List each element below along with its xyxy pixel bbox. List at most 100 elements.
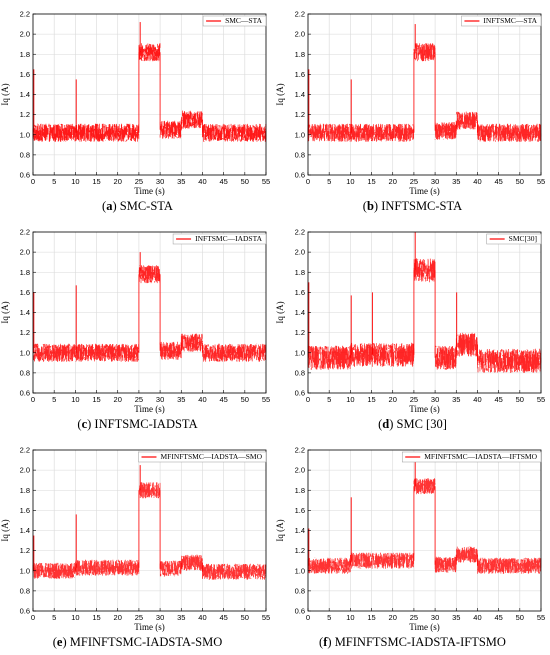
series-line bbox=[307, 478, 542, 574]
x-tick-label: 35 bbox=[452, 613, 460, 622]
y-tick-label: 0.8 bbox=[295, 586, 305, 595]
y-tick-label: 1.0 bbox=[295, 348, 305, 357]
x-axis-title: Time (s) bbox=[409, 404, 439, 414]
y-tick-label: 1.8 bbox=[20, 268, 30, 277]
x-tick-label: 55 bbox=[537, 613, 545, 622]
y-tick-label: 2.0 bbox=[20, 466, 30, 475]
x-tick-label: 25 bbox=[135, 613, 143, 622]
chart-d: 0 5 10 15 20 25 30 35 40 45 50 55 0.6 0.8 1.0 1.2 1.4 1.6… bbox=[275, 228, 545, 415]
x-tick-label: 40 bbox=[198, 177, 206, 186]
x-tick-label: 35 bbox=[452, 395, 460, 404]
caption-text-d: SMC [30] bbox=[396, 417, 447, 431]
x-tick-label: 45 bbox=[494, 177, 502, 186]
y-axis-title: Iq (A) bbox=[275, 301, 285, 323]
legend-label: INFTSMC—IADSTA bbox=[195, 234, 262, 243]
x-tick-label: 0 bbox=[306, 177, 310, 186]
y-tick-label: 0.6 bbox=[20, 389, 30, 398]
chart-panel-d: 0 5 10 15 20 25 30 35 40 45 50 55 0.6 0.8 1.0 1.2 1.4 1.6… bbox=[275, 218, 550, 436]
x-tick-label: 25 bbox=[410, 177, 418, 186]
caption-a: (a) SMC-STA bbox=[0, 199, 275, 214]
x-axis-title: Time (s) bbox=[134, 622, 164, 632]
y-axis-title: Iq (A) bbox=[0, 301, 10, 323]
y-tick-label: 1.6 bbox=[295, 288, 305, 297]
x-tick-label: 35 bbox=[177, 177, 185, 186]
x-axis-title: Time (s) bbox=[134, 186, 164, 196]
y-tick-label: 1.6 bbox=[20, 70, 30, 79]
x-tick-label: 25 bbox=[410, 395, 418, 404]
caption-text-c: INFTSMC-IADSTA bbox=[94, 417, 198, 431]
caption-b: (b) INFTSMC-STA bbox=[275, 199, 550, 214]
x-tick-label: 25 bbox=[410, 613, 418, 622]
y-tick-label: 1.0 bbox=[20, 348, 30, 357]
caption-f: (f) MFINFTSMC-IADSTA-IFTSMO bbox=[275, 635, 550, 650]
x-tick-label: 20 bbox=[114, 613, 122, 622]
y-tick-label: 1.2 bbox=[295, 546, 305, 555]
x-tick-label: 5 bbox=[327, 613, 331, 622]
y-tick-label: 0.6 bbox=[295, 607, 305, 616]
y-tick-label: 1.8 bbox=[20, 486, 30, 495]
legend-label: SMC—STA bbox=[225, 16, 262, 25]
x-tick-label: 5 bbox=[327, 177, 331, 186]
y-tick-label: 2.2 bbox=[20, 10, 30, 19]
chart-a: 0 5 10 15 20 25 30 35 40 45 50 55 0.6 0.8 1.0 1.2 1.4 1.6… bbox=[0, 10, 270, 197]
x-tick-label: 15 bbox=[92, 177, 100, 186]
chart-panel-b: 0 5 10 15 20 25 30 35 40 45 50 55 0.6 0.8 1.0 1.2 1.4 1.6… bbox=[275, 0, 550, 218]
y-tick-label: 1.2 bbox=[295, 328, 305, 337]
y-tick-label: 1.8 bbox=[295, 50, 305, 59]
y-tick-label: 1.4 bbox=[20, 90, 30, 99]
x-tick-label: 55 bbox=[537, 177, 545, 186]
x-tick-label: 45 bbox=[219, 613, 227, 622]
caption-label-e: (e) bbox=[52, 635, 67, 649]
chart-panel-f: 0 5 10 15 20 25 30 35 40 45 50 55 0.6 0.8 1.0 1.2 1.4 1.6… bbox=[275, 436, 550, 654]
x-tick-label: 15 bbox=[92, 613, 100, 622]
legend-box bbox=[486, 233, 542, 245]
caption-label-f: (f) bbox=[319, 635, 332, 649]
legend-box bbox=[138, 451, 267, 463]
caption-e: (e) MFINFTSMC-IADSTA-SMO bbox=[0, 635, 275, 650]
y-tick-label: 1.6 bbox=[295, 506, 305, 515]
y-tick-label: 1.0 bbox=[295, 130, 305, 139]
x-tick-label: 45 bbox=[494, 613, 502, 622]
series-line bbox=[307, 43, 542, 142]
y-tick-label: 2.0 bbox=[295, 466, 305, 475]
y-tick-label: 0.8 bbox=[295, 150, 305, 159]
x-tick-label: 50 bbox=[241, 613, 249, 622]
x-axis-title: Time (s) bbox=[409, 186, 439, 196]
x-tick-label: 50 bbox=[516, 177, 524, 186]
y-tick-label: 2.2 bbox=[295, 228, 305, 237]
x-axis-title: Time (s) bbox=[409, 622, 439, 632]
y-tick-label: 2.0 bbox=[295, 248, 305, 257]
y-axis-title: Iq (A) bbox=[275, 83, 285, 105]
legend-box bbox=[202, 15, 267, 27]
caption-d: (d) SMC [30] bbox=[275, 417, 550, 432]
y-tick-label: 2.0 bbox=[20, 30, 30, 39]
y-tick-label: 2.0 bbox=[20, 248, 30, 257]
y-tick-label: 1.2 bbox=[20, 110, 30, 119]
y-tick-label: 1.4 bbox=[20, 308, 30, 317]
y-tick-label: 1.8 bbox=[295, 268, 305, 277]
y-tick-label: 2.2 bbox=[295, 446, 305, 455]
y-tick-label: 2.2 bbox=[295, 10, 305, 19]
x-tick-label: 5 bbox=[52, 177, 56, 186]
y-tick-label: 1.0 bbox=[20, 130, 30, 139]
x-tick-label: 35 bbox=[452, 177, 460, 186]
y-tick-label: 0.6 bbox=[295, 389, 305, 398]
x-tick-label: 0 bbox=[306, 395, 310, 404]
y-tick-label: 1.8 bbox=[20, 50, 30, 59]
chart-c: 0 5 10 15 20 25 30 35 40 45 50 55 0.6 0.8 1.0 1.2 1.4 1.6… bbox=[0, 228, 270, 415]
series-line bbox=[32, 265, 267, 362]
y-tick-label: 1.4 bbox=[295, 526, 305, 535]
legend-label: SMC[30] bbox=[509, 234, 537, 243]
x-tick-label: 15 bbox=[367, 395, 375, 404]
series-line bbox=[307, 258, 542, 373]
x-tick-label: 40 bbox=[473, 177, 481, 186]
x-tick-label: 50 bbox=[241, 395, 249, 404]
x-tick-label: 5 bbox=[327, 395, 331, 404]
x-tick-label: 10 bbox=[71, 613, 79, 622]
y-tick-label: 0.8 bbox=[295, 368, 305, 377]
y-tick-label: 1.4 bbox=[295, 90, 305, 99]
x-tick-label: 10 bbox=[346, 395, 354, 404]
x-tick-label: 0 bbox=[31, 177, 35, 186]
y-tick-label: 1.6 bbox=[20, 506, 30, 515]
caption-label-a: (a) bbox=[102, 199, 117, 213]
